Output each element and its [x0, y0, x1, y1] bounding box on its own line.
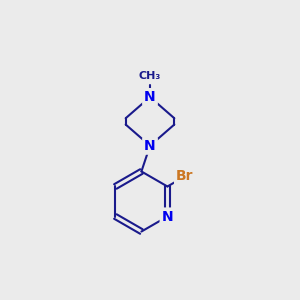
- Text: N: N: [162, 209, 173, 224]
- Text: N: N: [144, 90, 156, 104]
- Text: N: N: [144, 139, 156, 153]
- Text: CH₃: CH₃: [139, 70, 161, 81]
- Text: Br: Br: [176, 169, 194, 184]
